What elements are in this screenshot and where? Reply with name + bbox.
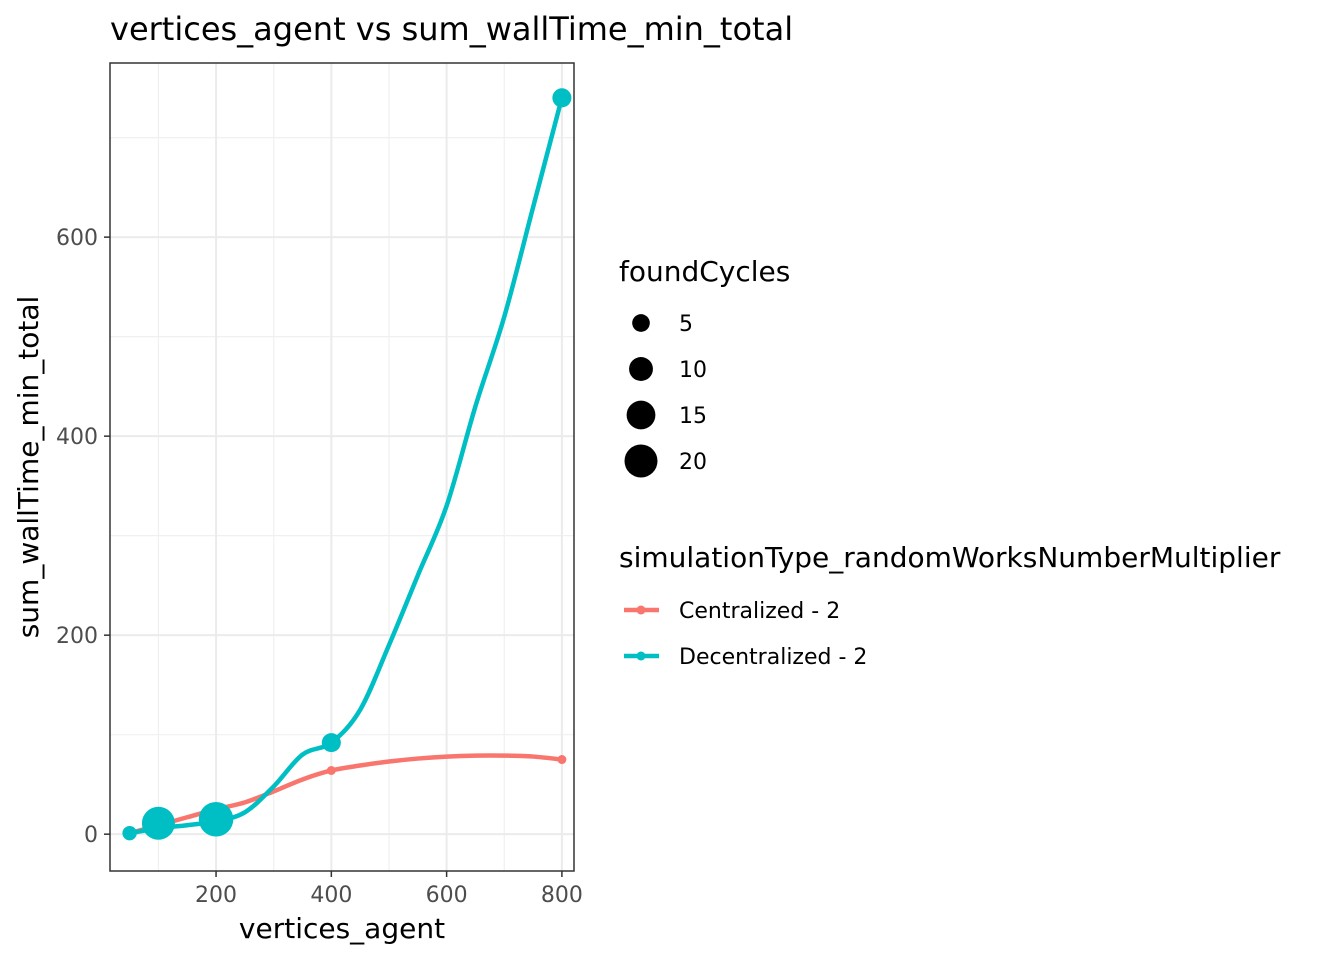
data-point-series-1	[321, 733, 341, 753]
size-legend-label: 15	[679, 404, 707, 429]
size-legend: foundCycles 5 10 15 20	[619, 255, 790, 478]
size-legend-key	[629, 357, 653, 381]
data-point-series-1	[141, 806, 175, 840]
plot-border	[109, 62, 575, 872]
color-legend-key-point	[636, 651, 646, 661]
y-axis-ticks: 0 200 400 600	[56, 226, 110, 848]
size-legend-label: 20	[679, 450, 707, 475]
x-tick-label: 400	[310, 883, 352, 908]
color-legend-title: simulationType_randomWorksNumberMultipli…	[619, 541, 1281, 574]
size-legend-label: 5	[679, 312, 693, 337]
x-tick-label: 200	[195, 883, 237, 908]
x-tick-label: 600	[426, 883, 468, 908]
y-axis-title: sum_wallTime_min_total	[12, 296, 45, 639]
color-legend-label: Centralized - 2	[679, 599, 840, 624]
data-point-series-1	[198, 801, 234, 837]
color-legend-key-point	[636, 605, 646, 615]
size-legend-key	[632, 314, 650, 332]
data-point-series-0	[557, 755, 567, 765]
color-legend-label: Decentralized - 2	[679, 645, 867, 670]
x-axis-ticks: 200 400 600 800	[195, 871, 583, 908]
data-points	[122, 88, 572, 841]
size-legend-key	[626, 400, 656, 430]
y-tick-label: 0	[84, 823, 98, 848]
y-tick-label: 600	[56, 226, 98, 251]
data-point-series-1	[552, 88, 572, 108]
size-legend-key	[624, 444, 658, 478]
chart-title: vertices_agent vs sum_wallTime_min_total	[110, 10, 793, 48]
x-tick-label: 800	[541, 883, 583, 908]
size-legend-title: foundCycles	[619, 255, 790, 288]
y-tick-label: 200	[56, 624, 98, 649]
size-legend-label: 10	[679, 358, 707, 383]
data-point-series-0	[326, 765, 336, 775]
data-point-series-1	[122, 825, 137, 841]
y-tick-label: 400	[56, 425, 98, 450]
x-axis-title: vertices_agent	[239, 912, 445, 945]
color-legend: simulationType_randomWorksNumberMultipli…	[619, 541, 1281, 670]
